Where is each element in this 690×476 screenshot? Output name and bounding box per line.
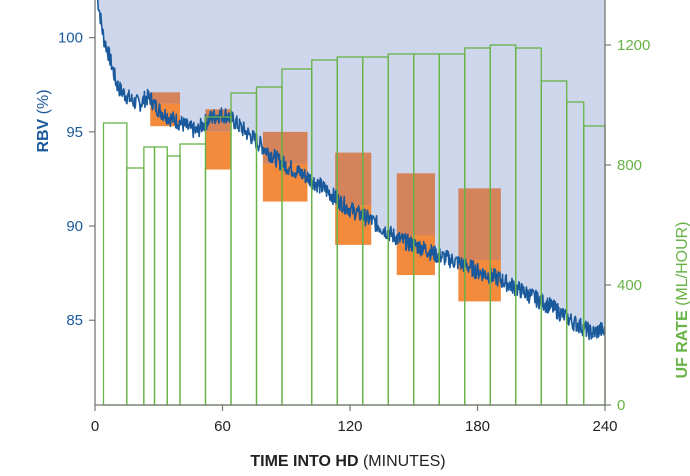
left-tick-label: 90 bbox=[66, 218, 83, 235]
left-tick-label: 95 bbox=[66, 124, 83, 141]
left-axis-title-unit: (%) bbox=[35, 89, 52, 118]
uf-rate-bar bbox=[102, 122, 128, 406]
left-tick-label: 85 bbox=[66, 312, 83, 329]
uf-rate-bar bbox=[166, 155, 181, 406]
rbv-target-bands bbox=[150, 92, 501, 302]
left-axis-title: RBV (%) bbox=[35, 89, 52, 152]
x-tick-label: 120 bbox=[337, 418, 362, 435]
uf-rate-bar bbox=[126, 167, 145, 406]
rbv-band-lower bbox=[205, 131, 231, 170]
x-axis-title-bold: TIME INTO HD bbox=[250, 453, 358, 470]
right-tick-label: 800 bbox=[617, 157, 642, 174]
x-tick-label: 180 bbox=[465, 418, 490, 435]
uf-rate-bar bbox=[143, 146, 156, 406]
right-axis-title: UF RATE (ML/HOUR) bbox=[674, 221, 690, 378]
uf-rate-bar bbox=[153, 146, 168, 406]
rbv-line bbox=[96, 0, 605, 341]
right-axis-title-bold: UF RATE bbox=[674, 310, 690, 378]
left-axis-title-bold: RBV bbox=[35, 118, 52, 152]
rbv-line-layer bbox=[96, 0, 605, 341]
right-tick-label: 1200 bbox=[617, 37, 650, 54]
tick-labels: 85 90 95 100 0 400 800 1200 0 60 120 180 240 bbox=[58, 30, 650, 435]
rbv-band-upper bbox=[150, 92, 180, 104]
x-tick-label: 60 bbox=[214, 418, 231, 435]
uf-rate-bar bbox=[179, 143, 207, 406]
axes bbox=[89, 0, 611, 411]
x-tick-label: 0 bbox=[91, 418, 99, 435]
rbv-band-upper bbox=[458, 188, 501, 260]
x-tick-label: 240 bbox=[592, 418, 617, 435]
right-tick-label: 0 bbox=[617, 397, 625, 414]
x-axis-title: TIME INTO HD (MINUTES) bbox=[250, 453, 445, 470]
right-axis-title-unit: (ML/HOUR) bbox=[674, 221, 690, 310]
left-tick-label: 100 bbox=[58, 30, 83, 47]
right-tick-label: 400 bbox=[617, 277, 642, 294]
x-axis-title-unit: (MINUTES) bbox=[359, 453, 446, 470]
rbv-band-upper bbox=[396, 173, 435, 236]
